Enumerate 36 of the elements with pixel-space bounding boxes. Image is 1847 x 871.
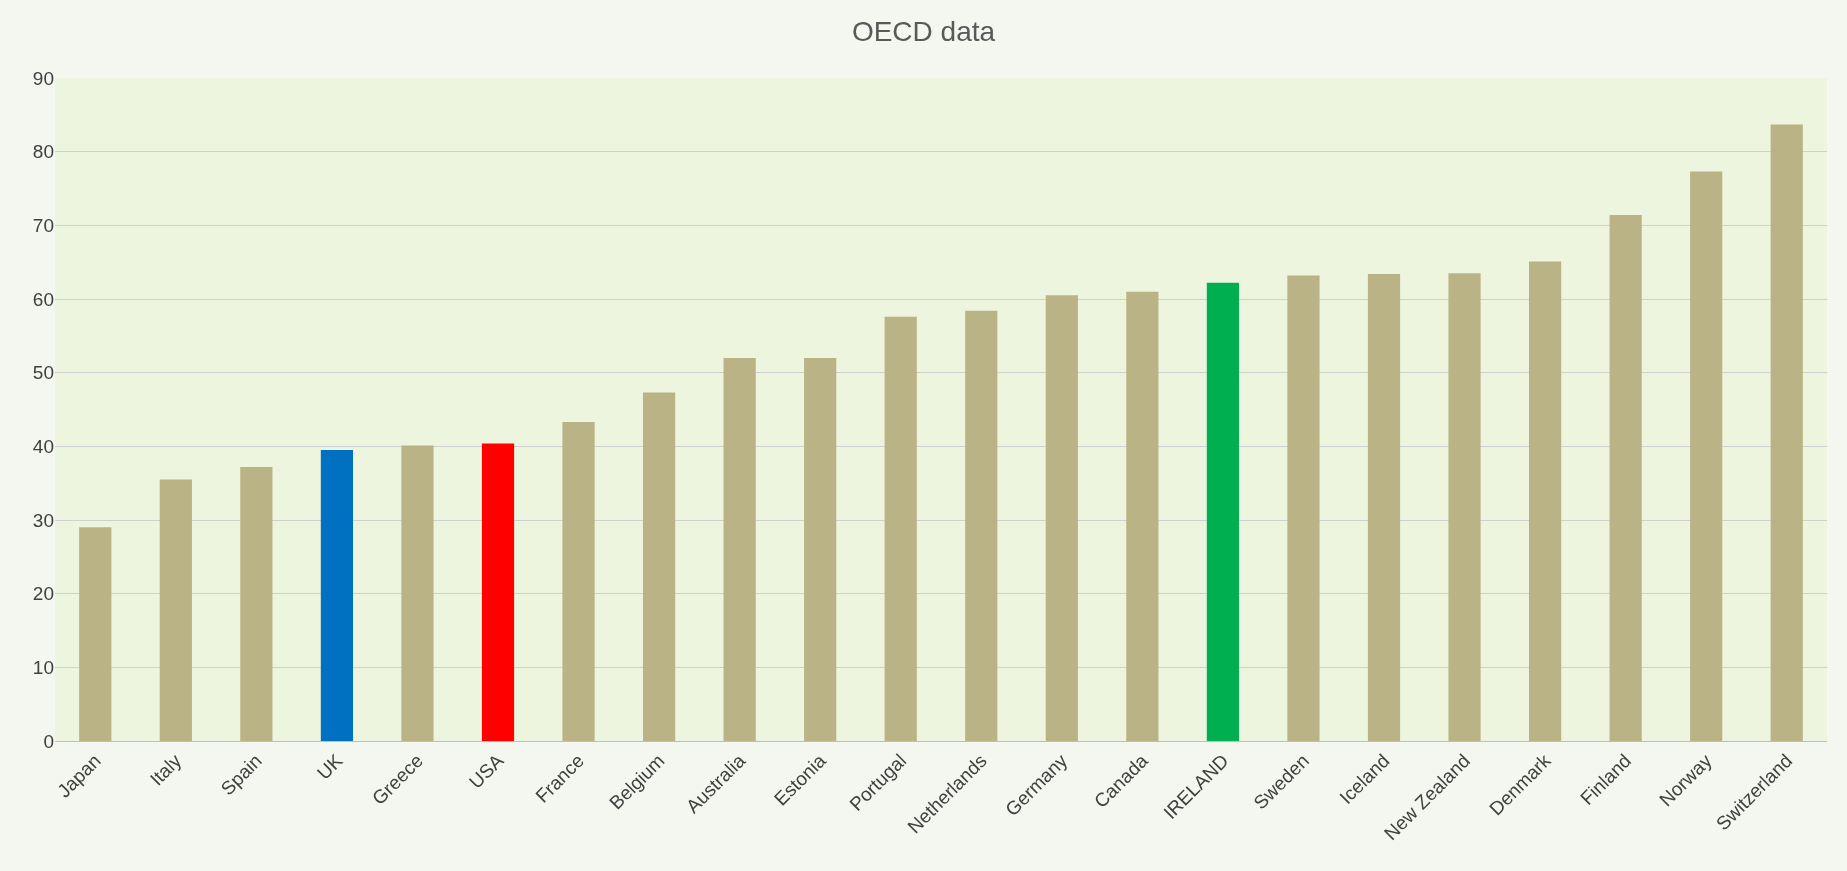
bar <box>562 422 595 741</box>
chart-title: OECD data <box>851 16 996 48</box>
bar <box>481 443 515 741</box>
bar <box>1126 291 1159 741</box>
x-tick-label: Italy <box>145 749 186 790</box>
bar <box>1448 273 1481 741</box>
x-tick-label: USA <box>465 749 508 793</box>
x-tick-label: UK <box>312 749 347 784</box>
bar <box>1770 124 1803 741</box>
y-tick-label: 20 <box>32 583 54 605</box>
bar <box>1045 295 1078 741</box>
bar <box>240 466 273 741</box>
y-tick-label: 0 <box>43 730 54 752</box>
bar <box>159 479 192 741</box>
bar <box>804 357 837 741</box>
y-tick-label: 50 <box>32 362 54 384</box>
y-tick-label: 60 <box>32 288 54 310</box>
bar <box>642 392 676 741</box>
y-tick-label: 40 <box>32 435 54 457</box>
bar <box>965 310 998 741</box>
bar <box>401 445 434 741</box>
bar <box>1528 261 1562 741</box>
y-tick-label: 80 <box>32 141 54 163</box>
bar <box>1287 275 1320 741</box>
y-tick-label: 70 <box>32 214 54 236</box>
bar <box>320 450 354 741</box>
bar <box>884 316 917 741</box>
y-tick-label: 90 <box>32 67 54 89</box>
y-tick-label: 30 <box>32 509 54 531</box>
bar <box>1690 171 1723 741</box>
bar <box>723 357 756 741</box>
bar <box>1206 282 1240 741</box>
bar <box>1609 215 1642 741</box>
bar <box>1367 273 1401 741</box>
bar <box>79 527 112 741</box>
y-tick-label: 10 <box>32 656 54 678</box>
